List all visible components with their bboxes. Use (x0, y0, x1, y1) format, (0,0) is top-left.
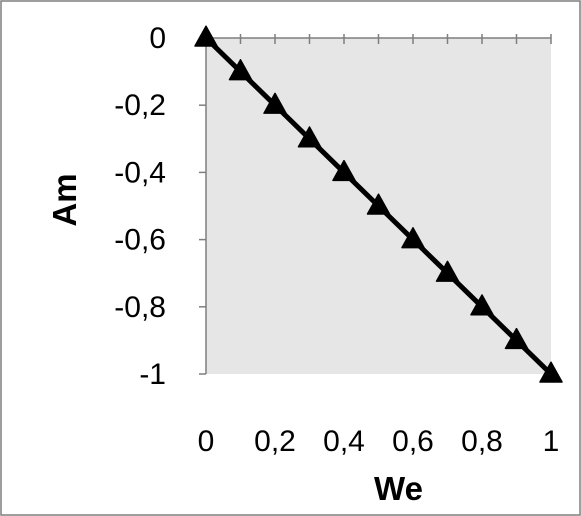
x-tick-label: 0,4 (323, 425, 365, 458)
y-axis-title: Am (46, 173, 83, 226)
y-tick-label: -1 (139, 358, 166, 391)
series-group (194, 25, 563, 383)
y-tick-label: -0,8 (114, 291, 166, 324)
y-tick-label: -0,6 (114, 224, 166, 257)
data-point-marker (228, 59, 253, 81)
x-tick-labels: 0 0,2 0,4 0,6 0,8 1 (198, 425, 560, 458)
x-tick-label: 0,8 (461, 425, 503, 458)
x-tick-label: 0,2 (254, 425, 296, 458)
x-tick-label: 0 (198, 425, 215, 458)
data-point-marker (470, 294, 494, 316)
y-tick-label: -0,4 (114, 156, 166, 189)
data-point-marker (297, 126, 322, 148)
data-point-marker (263, 92, 287, 114)
x-axis-title: We (374, 470, 423, 507)
data-point-marker (401, 227, 425, 249)
data-point-marker (539, 361, 563, 383)
data-point-marker (194, 25, 218, 47)
data-point-marker (435, 260, 460, 282)
y-tick-label: 0 (149, 22, 166, 55)
x-tick-label: 0,6 (392, 425, 434, 458)
x-axis-ticks (205, 34, 552, 44)
y-tick-label: -0,2 (114, 89, 166, 122)
data-point-marker (366, 193, 391, 215)
data-point-marker (332, 159, 356, 182)
x-tick-label: 1 (543, 425, 560, 458)
y-tick-labels: 0 -0,2 -0,4 -0,6 -0,8 -1 (114, 22, 166, 391)
data-point-marker (504, 327, 529, 350)
